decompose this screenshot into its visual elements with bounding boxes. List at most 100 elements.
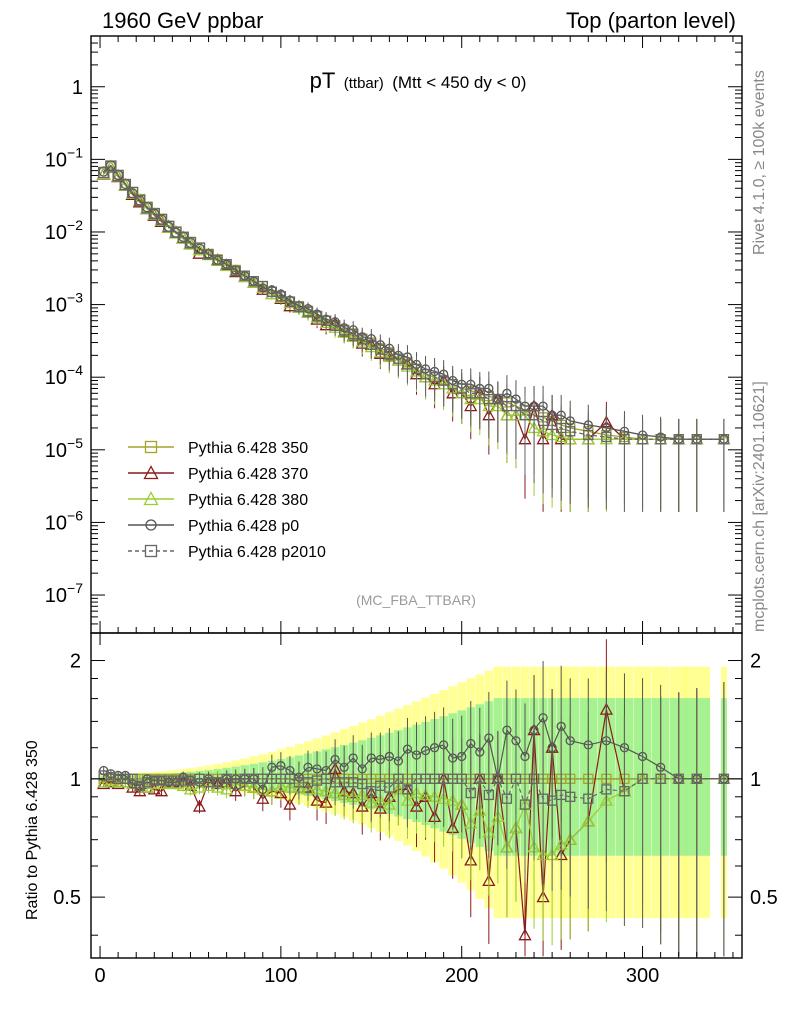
- series-pythia-6-428-p2010-point: [239, 270, 250, 281]
- series-pythia-6-428-380-point: [183, 236, 198, 250]
- series-pythia-6-428-p2010-point: [528, 410, 540, 421]
- y-tick-exponent: −6: [67, 507, 83, 523]
- series-pythia-6-428-p2010-ratio-point: [384, 782, 395, 793]
- y-tick-label-ratio-right: 0.5: [750, 887, 778, 909]
- series-pythia-6-428-380-point: [139, 201, 155, 215]
- series-pythia-6-428-p2010-group: [98, 160, 730, 957]
- series-pythia-6-428-p2010-ratio-point: [149, 775, 160, 786]
- y-tick-exponent: −1: [67, 144, 83, 160]
- series-pythia-6-428-p2010-point: [221, 259, 232, 270]
- series-pythia-6-428-350-line: [103, 165, 724, 440]
- series-pythia-6-428-380-ratio-point: [238, 778, 252, 791]
- legend-entry-pythia-6-428-p0-swatch-marker: [145, 519, 157, 531]
- series-pythia-6-428-p2010-point: [718, 434, 730, 445]
- y-tick-base: 10: [45, 222, 67, 244]
- y-tick-label-upper: 10−4: [45, 362, 83, 389]
- series-pythia-6-428-p2010-ratio-point: [456, 773, 467, 784]
- frame-layer: [90, 35, 743, 959]
- series-pythia-6-428-p2010-ratio-point: [98, 770, 109, 781]
- y-tick-label-upper: 1: [72, 77, 83, 99]
- series-pythia-6-428-p2010-point: [163, 220, 175, 233]
- series-pythia-6-428-p2010-point: [257, 280, 268, 292]
- series-pythia-6-428-p2010-ratio-point: [546, 795, 558, 806]
- series-pythia-6-428-p2010-ratio-point: [474, 773, 485, 784]
- y-tick-base: 10: [45, 367, 67, 389]
- series-pythia-6-428-380-point: [238, 270, 252, 283]
- y-tick-base: 10: [45, 440, 67, 462]
- series-pythia-6-428-p2010-ratio-point: [483, 789, 494, 801]
- legend: Pythia 6.428 350 Pythia 6.428 370 Pythia 6…: [128, 440, 326, 561]
- series-pythia-6-428-p2010-ratio-point: [156, 775, 167, 786]
- legend-entry-pythia-6-428-380-label: Pythia 6.428 380: [188, 492, 308, 509]
- y-tick-exponent: −7: [67, 580, 83, 596]
- series-pythia-6-428-p2010-point: [112, 169, 124, 182]
- plot-title-main: pT: [310, 68, 336, 93]
- series-pythia-6-428-p2010-ratio-point: [673, 773, 684, 784]
- series-pythia-6-428-p2010-ratio-point: [465, 787, 476, 799]
- analysis-tag: (MC_FBA_TTBAR): [356, 592, 476, 608]
- series-pythia-6-428-p2010-ratio-point: [691, 773, 702, 784]
- series-pythia-6-428-p0-ratio-point: [466, 738, 476, 749]
- series-pythia-6-428-p2010-ratio-point: [601, 784, 612, 795]
- series-layer: [91, 159, 742, 957]
- series-pythia-6-428-p0-ratio-point: [366, 753, 376, 763]
- x-tick-label: 0: [94, 965, 105, 987]
- series-pythia-6-428-370-line: [103, 166, 724, 442]
- series-pythia-6-428-p2010-point: [691, 434, 702, 445]
- legend-entry-pythia-6-428-380-swatch-marker: [143, 491, 159, 506]
- series-pythia-6-428-p2010-point: [673, 434, 684, 445]
- series-pythia-6-428-p2010-point: [348, 329, 359, 340]
- y-tick-label-ratio: 1: [70, 769, 81, 791]
- series-pythia-6-428-p2010-ratio-point: [501, 793, 513, 804]
- legend-entry-pythia-6-428-350-label: Pythia 6.428 350: [188, 440, 308, 457]
- y-tick-exponent: −5: [67, 435, 83, 451]
- series-pythia-6-428-p2010-point: [357, 334, 368, 345]
- series-pythia-6-428-380-ratio-point: [192, 780, 207, 793]
- series-pythia-6-428-p2010-ratio-point: [230, 778, 241, 790]
- series-pythia-6-428-p0-ratio-point: [402, 744, 413, 754]
- series-pythia-6-428-p2010-point: [637, 434, 648, 445]
- y-tick-label-ratio: 2: [70, 651, 81, 673]
- x-tick-label: 100: [264, 965, 297, 987]
- series-pythia-6-428-p2010-point: [148, 208, 160, 220]
- series-pythia-6-428-p2010-ratio-point: [519, 799, 531, 810]
- y-tick-label-upper: 10−5: [45, 435, 83, 462]
- series-pythia-6-428-p2010-ratio-point: [366, 786, 377, 797]
- plot-title-sub: (ttbar): [344, 75, 384, 92]
- series-pythia-6-428-p2010-ratio-point: [583, 793, 594, 804]
- series-pythia-6-428-p2010-ratio-point: [510, 773, 522, 784]
- header-left: 1960 GeV ppbar: [102, 8, 263, 33]
- series-pythia-6-428-p2010-ratio-point: [619, 786, 630, 797]
- series-pythia-6-428-p2010-ratio-point: [492, 773, 504, 784]
- series-pythia-6-428-p2010-point: [411, 363, 422, 375]
- legend-entry-pythia-6-428-p2010-label: Pythia 6.428 p2010: [188, 544, 326, 561]
- series-pythia-6-428-p2010-point: [203, 249, 214, 260]
- y-tick-label-ratio: 0.5: [53, 887, 81, 909]
- series-pythia-6-428-p2010-ratio-point: [393, 773, 404, 784]
- series-pythia-6-428-p2010-ratio-point: [163, 775, 174, 786]
- legend-entry-pythia-6-428-370-label: Pythia 6.428 370: [188, 466, 308, 483]
- y-tick-label-upper: 10−2: [45, 217, 83, 244]
- series-pythia-6-428-p2010-point: [655, 434, 666, 445]
- series-pythia-6-428-380-point: [118, 177, 133, 191]
- series-pythia-6-428-p2010-point: [492, 393, 504, 405]
- series-pythia-6-428-p2010-point: [601, 431, 612, 443]
- y-tick-exponent: −3: [67, 290, 83, 306]
- series-pythia-6-428-p2010-ratio-point: [357, 778, 368, 790]
- y-tick-base: 1: [72, 77, 83, 99]
- series-pythia-6-428-p2010-point: [126, 186, 139, 199]
- y-tick-label-ratio-right: 1: [750, 769, 761, 791]
- series-pythia-6-428-p2010-point: [98, 166, 110, 179]
- series-pythia-6-428-p2010-point: [393, 353, 404, 364]
- series-pythia-6-428-p2010-point: [155, 213, 168, 226]
- legend-entry-pythia-6-428-p2010: Pythia 6.428 p2010: [128, 544, 326, 561]
- series-pythia-6-428-p0-ratio-point: [502, 725, 512, 735]
- side-label-rivet: Rivet 4.1.0, ≥ 100k events: [751, 70, 768, 255]
- legend-entry-pythia-6-428-p0: Pythia 6.428 p0: [128, 518, 299, 535]
- series-pythia-6-428-380-ratio-point: [247, 780, 261, 793]
- series-pythia-6-428-p2010-ratio-point: [141, 777, 153, 788]
- plot-title-cut: (Mtt < 450 dy < 0): [392, 73, 526, 92]
- series-pythia-6-428-380-point: [192, 242, 207, 256]
- series-pythia-6-428-p2010-point: [119, 178, 132, 191]
